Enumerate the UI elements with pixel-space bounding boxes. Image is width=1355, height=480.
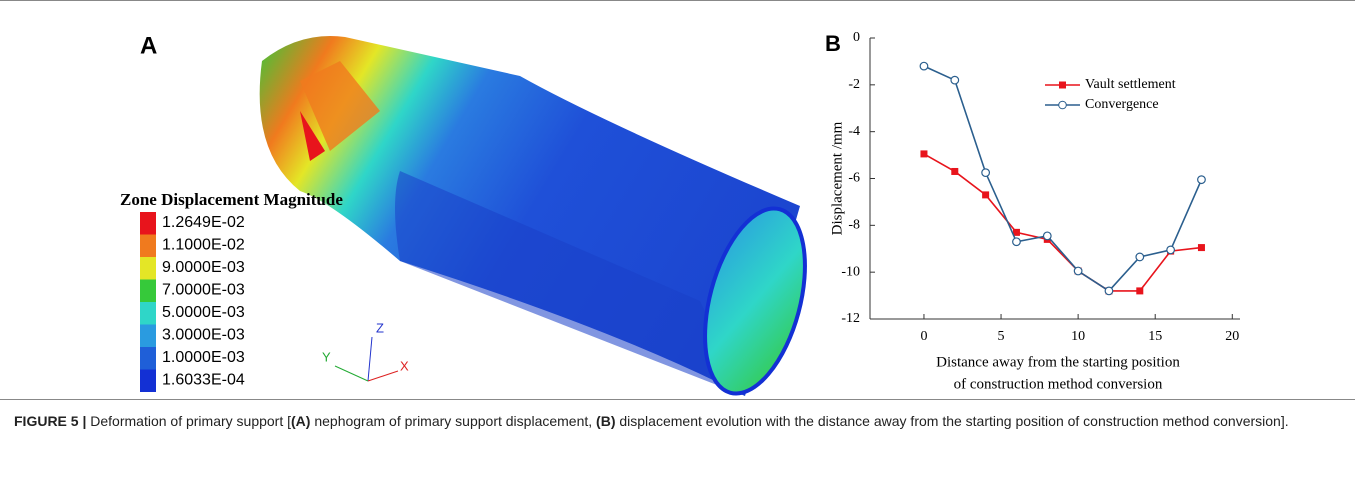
legend-marker (1059, 101, 1067, 109)
axis-x (368, 371, 398, 381)
legend-label: 1.1000E-02 (162, 237, 245, 254)
series-line (924, 66, 1202, 291)
x-tick-label: 20 (1225, 329, 1239, 344)
panel-label: B (825, 31, 841, 56)
data-point (1043, 232, 1051, 240)
legend-label: 9.0000E-03 (162, 259, 245, 276)
data-point (1198, 244, 1205, 251)
x-tick-label: 5 (998, 329, 1005, 344)
y-tick-label: -2 (848, 77, 860, 92)
legend-title: Zone Displacement Magnitude (120, 190, 343, 209)
legend: Zone Displacement Magnitude 1.2649E-02 1.1… (120, 190, 343, 392)
x-tick-label: 15 (1148, 329, 1162, 344)
legend-marker (1059, 82, 1066, 89)
y-tick-label: -8 (848, 218, 860, 233)
data-point (1167, 246, 1175, 254)
chart: -12 -10 -8 -6 -4 -2 0 0 5 10 15 20 Displacement /mm D… (829, 30, 1240, 392)
figure-svg: A Zone Displacement Magnitude 1.2649E-02 1… (0, 1, 1355, 399)
data-point (1074, 267, 1082, 275)
y-tick-label: -6 (848, 171, 860, 186)
data-point (951, 168, 958, 175)
caption-text: (A) (291, 413, 310, 429)
data-point (1198, 176, 1206, 184)
legend-swatch (140, 325, 156, 348)
legend-label: 1.0000E-03 (162, 349, 245, 366)
y-tick-label: -10 (841, 264, 860, 279)
axis-z (368, 337, 372, 381)
caption-label: FIGURE 5 | (14, 413, 86, 429)
data-point (982, 169, 990, 177)
y-tick-label: -12 (841, 311, 860, 326)
data-point (1136, 253, 1144, 261)
x-axis-title: of construction method conversion (954, 376, 1163, 392)
legend-label: 5.0000E-03 (162, 304, 245, 321)
legend-label: 7.0000E-03 (162, 282, 245, 299)
caption-text: nephogram of primary support displacemen… (310, 413, 596, 429)
series-line (924, 154, 1202, 291)
axis-z-label: Z (376, 320, 384, 335)
y-tick-label: 0 (853, 30, 860, 45)
y-tick-label: -4 (848, 124, 860, 139)
data-point (1136, 287, 1143, 294)
page: A Zone Displacement Magnitude 1.2649E-02 1… (0, 0, 1355, 480)
data-point (1013, 238, 1021, 246)
caption-text: displacement evolution with the distance… (615, 413, 1288, 429)
axis-x-label: X (400, 358, 409, 373)
y-axis-title: Displacement /mm (829, 121, 845, 235)
axis-y-label: Y (322, 349, 331, 364)
legend-swatch (140, 280, 156, 303)
legend-label: Convergence (1085, 97, 1159, 112)
legend-swatch (140, 370, 156, 393)
caption: FIGURE 5 | Deformation of primary suppor… (14, 410, 1334, 432)
panel-label: A (140, 32, 157, 59)
legend-label: 3.0000E-03 (162, 327, 245, 344)
data-point (1105, 287, 1113, 295)
legend-swatch (140, 212, 156, 235)
data-point (920, 150, 927, 157)
caption-text: Deformation of primary support [ (90, 413, 291, 429)
data-point (920, 62, 928, 70)
legend-swatch (140, 257, 156, 280)
figure: A Zone Displacement Magnitude 1.2649E-02 1… (0, 0, 1355, 400)
legend-label: Vault settlement (1085, 77, 1176, 92)
x-tick-label: 10 (1071, 329, 1085, 344)
data-point (951, 76, 959, 84)
legend-swatch (140, 302, 156, 325)
data-point (982, 191, 989, 198)
legend-label: 1.2649E-02 (162, 214, 245, 231)
axis-y (335, 366, 368, 381)
legend-swatch (140, 347, 156, 370)
x-axis-title: Distance away from the starting position (936, 354, 1180, 370)
caption-text: (B) (596, 413, 615, 429)
legend-label: 1.6033E-04 (162, 372, 245, 389)
x-tick-label: 0 (920, 329, 927, 344)
legend-swatch (140, 235, 156, 258)
